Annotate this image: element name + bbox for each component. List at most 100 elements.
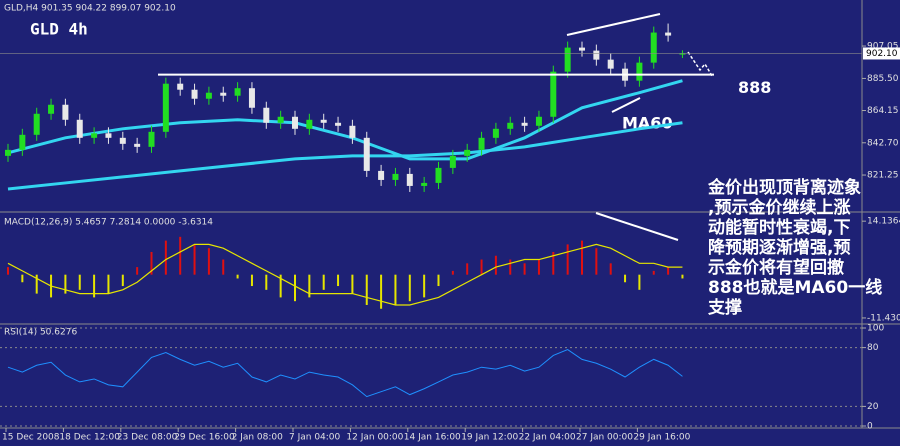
candle-body bbox=[421, 182, 428, 186]
macd-bar bbox=[279, 274, 282, 298]
candle-body bbox=[521, 122, 528, 126]
signal-line bbox=[7, 243, 683, 306]
macd-divergence-line bbox=[595, 212, 679, 241]
macd-bar bbox=[164, 240, 167, 275]
candle-body bbox=[435, 167, 442, 183]
macd-bar bbox=[681, 274, 684, 279]
candle-body bbox=[277, 116, 284, 123]
candle-body bbox=[105, 133, 112, 138]
x-tick-label: 18 Dec 12:00 bbox=[59, 433, 120, 443]
x-tick-label: 2 Jan 08:00 bbox=[232, 433, 284, 443]
macd-bar bbox=[222, 259, 225, 275]
rsi-line bbox=[7, 348, 683, 398]
y-tick-label: 821.25 bbox=[867, 171, 899, 181]
ma60-pointer bbox=[611, 97, 641, 113]
candle-body bbox=[478, 137, 485, 150]
annotation: 金价出现顶背离迹象,预示金价继续上涨动能暂时性衰竭,下降预期逐渐增强,预示金价将… bbox=[707, 177, 882, 318]
candle-body bbox=[579, 47, 585, 51]
macd-bar bbox=[7, 267, 9, 275]
macd-bar bbox=[595, 248, 598, 275]
x-tick-label: 23 Dec 08:00 bbox=[117, 433, 178, 443]
y-tick-label: 20 bbox=[867, 402, 879, 412]
macd-bar bbox=[21, 274, 24, 283]
candle-body bbox=[62, 104, 69, 120]
y-tick-label: 14.1364 bbox=[867, 217, 900, 227]
macd-bar bbox=[667, 267, 670, 275]
ma-line bbox=[7, 121, 683, 191]
macd-bar bbox=[581, 240, 583, 275]
candle-body bbox=[248, 88, 255, 108]
annotation-line: 支撑 bbox=[708, 297, 742, 318]
current-price-label: 902.10 bbox=[866, 49, 898, 59]
candle-body bbox=[205, 92, 212, 99]
x-tick-label: 29 Dec 16:00 bbox=[174, 433, 235, 443]
x-tick-label: 12 Jan 00:00 bbox=[346, 433, 403, 443]
macd-bar bbox=[451, 270, 454, 275]
macd-bar bbox=[552, 251, 555, 275]
macd-bar bbox=[380, 274, 383, 309]
candle-body bbox=[492, 128, 499, 138]
candle-body bbox=[162, 83, 169, 132]
candle-body bbox=[320, 119, 327, 123]
macd-bar bbox=[466, 263, 469, 275]
macd-bar bbox=[207, 248, 210, 275]
macd-bar bbox=[265, 274, 268, 290]
candle-body bbox=[148, 131, 155, 147]
macd-bar bbox=[308, 274, 311, 298]
symbol-info: GLD,H4 901.35 904.22 899.07 902.10 bbox=[4, 4, 176, 14]
annotation-line: 888也就是MA60一线 bbox=[708, 277, 882, 298]
macd-bar bbox=[423, 274, 426, 298]
macd-bar bbox=[480, 259, 483, 275]
annotation-line: 示金价将有望回撤 bbox=[708, 257, 844, 278]
macd-bar bbox=[121, 274, 124, 287]
macd-bar bbox=[64, 274, 67, 294]
macd-bar bbox=[509, 259, 512, 275]
macd-bar bbox=[107, 274, 110, 294]
macd-bar bbox=[351, 274, 354, 294]
annotation-line: ,预示金价继续上涨 bbox=[708, 197, 850, 218]
macd-bar bbox=[437, 274, 440, 287]
annotation-line: 动能暂时性衰竭,下 bbox=[708, 217, 850, 238]
macd-bar bbox=[652, 270, 655, 275]
candle-body bbox=[48, 104, 55, 114]
candle-body bbox=[650, 32, 657, 63]
panel-borders bbox=[0, 0, 900, 429]
current-price-box bbox=[863, 47, 900, 60]
y-tick-label: 0 bbox=[867, 422, 873, 432]
candle-body bbox=[349, 125, 356, 138]
macd-bar bbox=[365, 274, 368, 305]
candle-body bbox=[636, 62, 643, 81]
candle-body bbox=[378, 170, 385, 180]
candle-body bbox=[306, 119, 313, 129]
candle-body bbox=[33, 113, 40, 135]
macd-bar bbox=[394, 274, 397, 305]
y-tick-label: 864.15 bbox=[867, 106, 899, 116]
candle-body bbox=[134, 143, 141, 147]
candle-body bbox=[292, 116, 298, 129]
macd-bar bbox=[78, 274, 81, 290]
candle-body bbox=[449, 155, 456, 168]
y-tick-label: -11.4308 bbox=[867, 313, 900, 323]
candle-body bbox=[564, 47, 571, 72]
y-tick-label: 100 bbox=[867, 324, 884, 334]
rsi-title: RSI(14) 50.6276 bbox=[4, 328, 77, 338]
macd-bar bbox=[624, 274, 627, 283]
candle-body bbox=[363, 137, 370, 171]
candle-body bbox=[665, 32, 672, 36]
x-tick-label: 22 Jan 04:00 bbox=[519, 433, 576, 443]
macd-bar bbox=[150, 251, 153, 275]
y-tick-label: 842.70 bbox=[867, 138, 899, 148]
candle-body bbox=[5, 149, 11, 156]
annotation-line: 金价出现顶背离迹象 bbox=[707, 177, 861, 198]
x-tick-label: 14 Jan 16:00 bbox=[404, 433, 461, 443]
down-arrow bbox=[687, 51, 713, 77]
macd-bar bbox=[566, 244, 569, 275]
x-tick-label: 19 Jan 12:00 bbox=[461, 433, 518, 443]
candle-body bbox=[406, 173, 413, 186]
candle-body bbox=[535, 116, 542, 126]
macd-bar bbox=[322, 274, 325, 290]
macd-bar bbox=[250, 274, 253, 287]
candle-body bbox=[91, 133, 98, 138]
macd-bar bbox=[193, 244, 196, 275]
